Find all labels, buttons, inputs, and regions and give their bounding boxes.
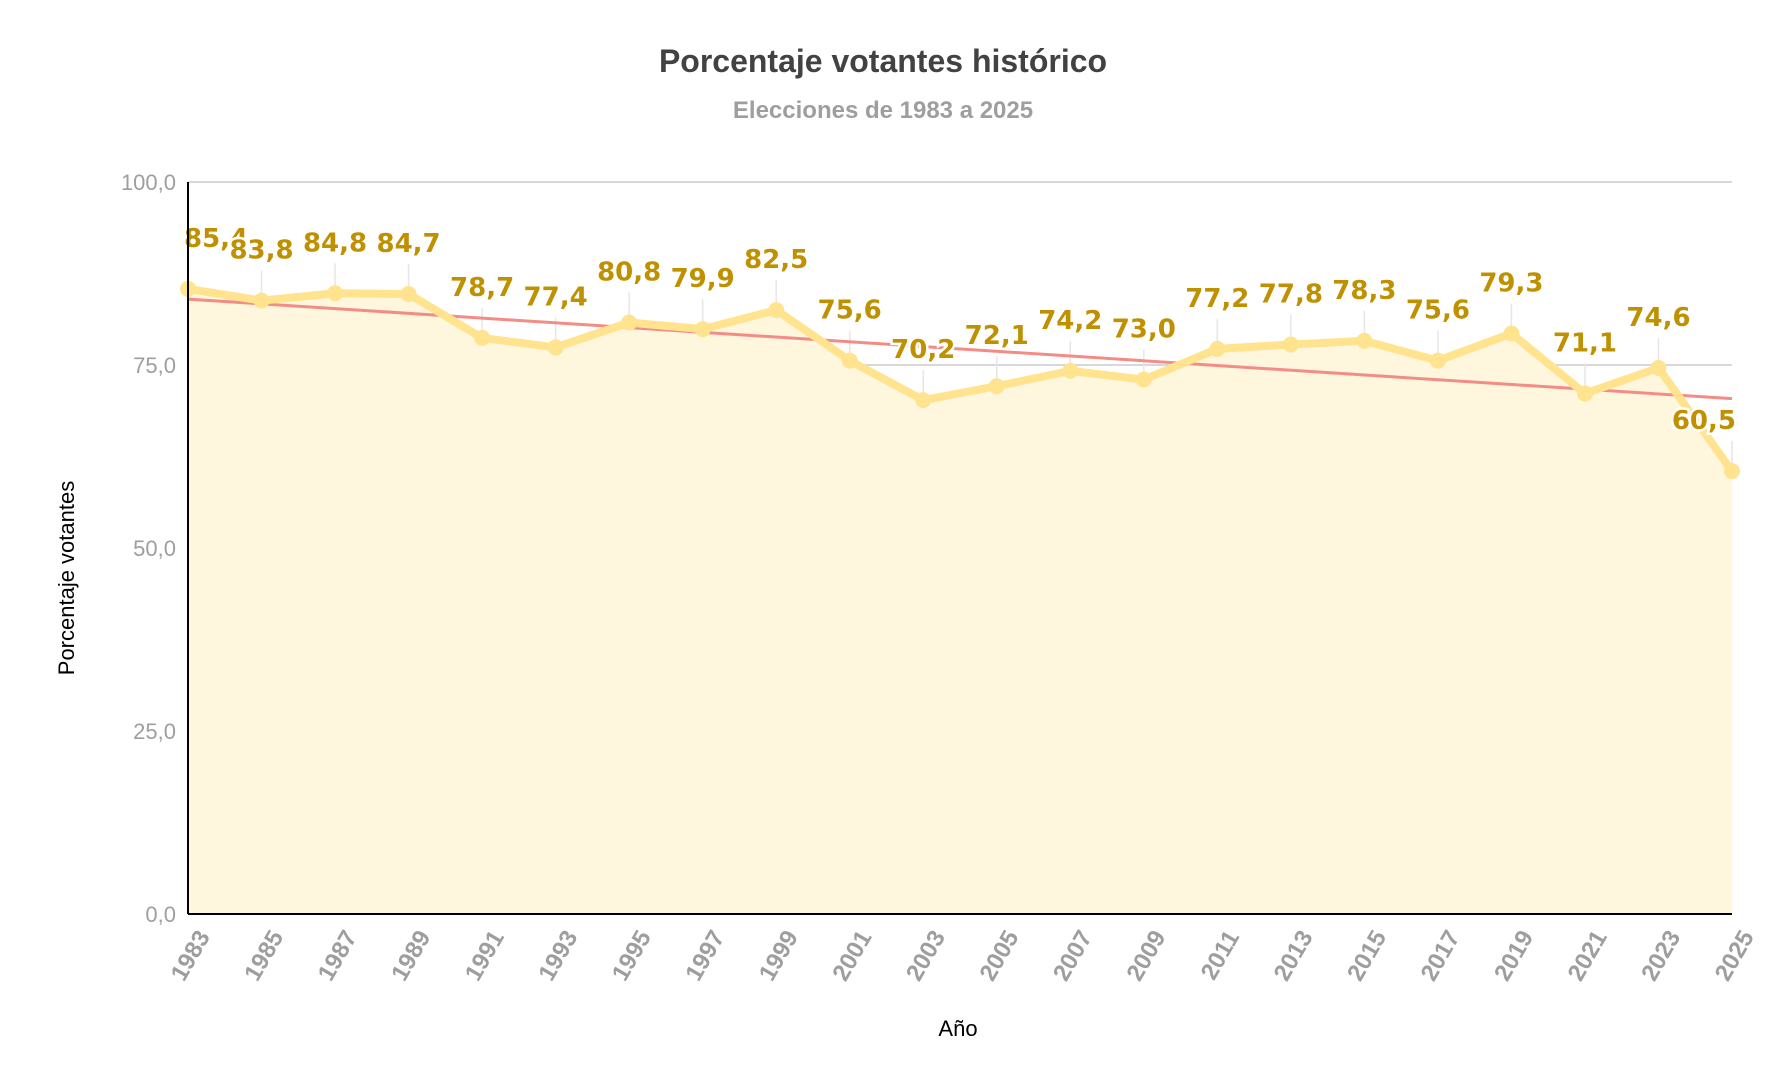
x-tick-label: 2011 — [1196, 926, 1245, 985]
series-line — [187, 284, 1736, 474]
data-point — [621, 314, 638, 331]
data-label: 75,6 — [818, 296, 882, 326]
x-tick-label: 2025 — [1710, 926, 1760, 986]
data-label: 77,2 — [1185, 284, 1249, 314]
data-label: 74,6 — [1626, 303, 1690, 333]
data-label: 70,2 — [891, 335, 955, 365]
data-point — [1576, 385, 1593, 402]
data-label: 84,8 — [303, 228, 367, 258]
x-tick-label: 1993 — [533, 926, 583, 986]
x-tick-label: 1995 — [607, 926, 657, 986]
y-tick-labels: 0,0 25,0 50,0 75,0 100,0 — [121, 170, 176, 927]
y-tick-label: 100,0 — [121, 170, 176, 195]
data-point — [768, 302, 785, 319]
y-tick-label: 25,0 — [133, 719, 176, 744]
data-label: 85,4 — [184, 224, 248, 254]
data-label: 79,3 — [1479, 269, 1543, 299]
x-tick-label: 2009 — [1121, 926, 1171, 986]
x-tick-label: 2003 — [901, 926, 951, 986]
x-tick-label: 2019 — [1489, 926, 1539, 986]
data-point — [841, 352, 858, 369]
area-fill — [188, 288, 1732, 914]
x-tick-label: 1999 — [754, 926, 804, 986]
data-point — [1429, 352, 1446, 369]
data-point — [1650, 359, 1667, 376]
x-tick-label: 2017 — [1416, 926, 1466, 986]
data-point — [1135, 371, 1152, 388]
data-point — [1724, 463, 1740, 480]
data-point — [547, 339, 564, 356]
data-point — [327, 285, 344, 302]
data-point — [1282, 336, 1299, 353]
data-label: 71,1 — [1553, 329, 1617, 359]
x-tick-label: 1985 — [239, 926, 289, 986]
data-point — [915, 392, 932, 409]
x-tick-label: 2015 — [1342, 926, 1392, 986]
data-point — [400, 285, 417, 302]
data-label: 78,3 — [1332, 276, 1396, 306]
data-point — [1062, 362, 1079, 379]
data-label: 75,6 — [1406, 296, 1470, 326]
data-point — [474, 329, 491, 346]
x-tick-label: 1983 — [166, 926, 216, 986]
data-label: 77,4 — [524, 282, 588, 312]
x-axis-title: Año — [938, 1016, 977, 1041]
data-point — [1209, 340, 1226, 357]
y-tick-label: 50,0 — [133, 536, 176, 561]
data-label: 80,8 — [597, 258, 661, 288]
data-point — [1356, 332, 1373, 349]
x-tick-label: 1987 — [313, 926, 363, 986]
x-tick-label: 2013 — [1269, 926, 1319, 986]
data-label: 78,7 — [450, 273, 514, 303]
y-axis-title: Porcentaje votantes — [54, 481, 79, 675]
x-tick-label: 1991 — [460, 926, 510, 986]
data-point — [988, 378, 1005, 395]
data-labels: 85,483,8 84,8 84,7 78,7 77,4 80,8 79,9 82,5 75,6… — [182, 221, 1739, 438]
y-tick-label: 0,0 — [145, 902, 176, 927]
chart-title: Porcentaje votantes histórico — [659, 43, 1107, 79]
x-tick-labels: 1983 1985 1987 1989 1991 1993 1995 1997 1999 2001… — [166, 926, 1760, 986]
x-tick-label: 2005 — [974, 926, 1024, 986]
data-label: 84,7 — [376, 229, 440, 259]
y-tick-label: 75,0 — [133, 353, 176, 378]
x-tick-label: 1997 — [680, 926, 730, 986]
chart-subtitle: Elecciones de 1983 a 2025 — [733, 97, 1033, 124]
x-tick-label: 2021 — [1563, 926, 1613, 986]
data-label: 83,8 — [229, 236, 293, 266]
data-label: 73,0 — [1112, 315, 1176, 345]
x-tick-label: 2007 — [1048, 926, 1098, 986]
x-tick-label: 2001 — [827, 926, 877, 986]
x-tick-label: 1989 — [386, 926, 436, 986]
data-point — [1503, 325, 1520, 342]
data-label: 72,1 — [965, 321, 1029, 351]
data-point — [253, 292, 270, 309]
data-label: 74,2 — [1038, 306, 1102, 336]
data-label: 60,5 — [1672, 406, 1736, 436]
data-label: 82,5 — [744, 245, 808, 275]
data-point — [694, 321, 711, 338]
x-tick-label: 2023 — [1636, 926, 1686, 986]
data-label: 77,8 — [1259, 280, 1323, 310]
data-points — [180, 280, 1740, 480]
data-label: 79,9 — [671, 264, 735, 294]
